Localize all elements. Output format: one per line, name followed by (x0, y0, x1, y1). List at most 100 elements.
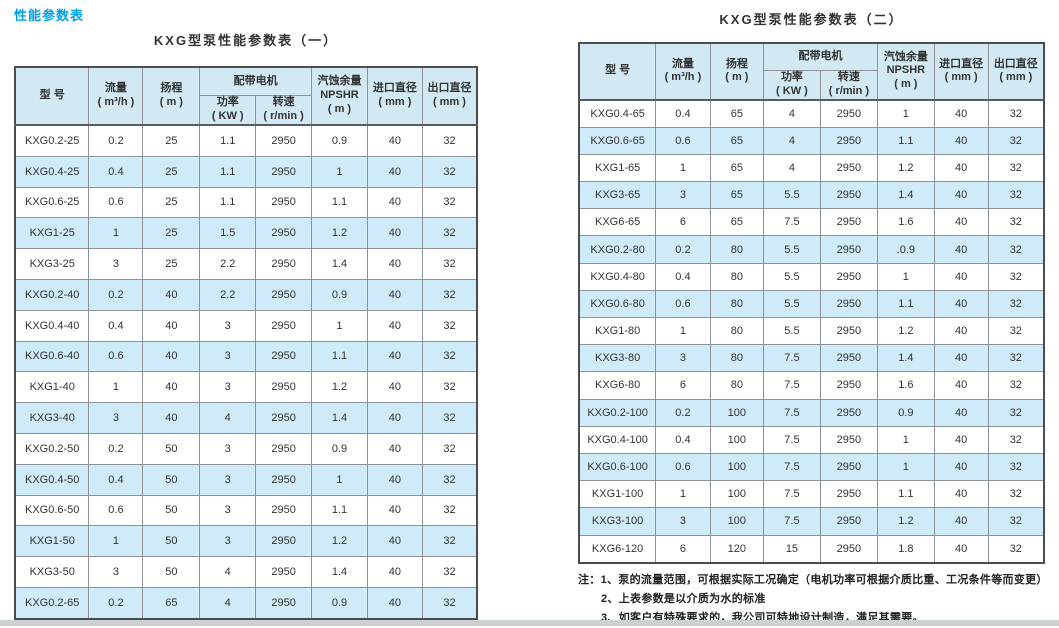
model-cell: KXG6-65 (578, 208, 657, 237)
model-cell: KXG3-40 (14, 402, 90, 434)
value-cell: 2950 (255, 155, 313, 188)
value-cell: 1 (311, 155, 368, 188)
value-cell: 7.5 (763, 344, 821, 373)
value-cell: 50 (142, 432, 201, 465)
table-row: KXG0.2-25 0.2 25 1.1 2950 0.9 40 32 (14, 124, 478, 157)
col-header-inlet: 进口直径( mm ) (933, 42, 989, 101)
value-cell: 32 (987, 452, 1045, 482)
table-row: KXG0.4-50 0.4 50 3 2950 1 40 32 (14, 463, 478, 496)
value-cell: .0.9 (876, 235, 935, 264)
note-line-2: 2、上表参数是以介质为水的标准 (578, 590, 1052, 609)
value-cell: 32 (987, 507, 1045, 536)
table-row: KXG3-25 3 25 2.2 2950 1.4 40 32 (14, 248, 478, 280)
value-cell: 3 (199, 494, 257, 527)
table-row: KXG0.6-100 0.6 100 7.5 2950 1 40 32 (578, 452, 1045, 482)
value-cell: 3 (655, 507, 711, 536)
value-cell: 32 (421, 186, 478, 219)
value-cell: 7.5 (763, 398, 821, 427)
value-cell: 2950 (819, 398, 878, 427)
value-cell: 1.1 (876, 480, 935, 509)
model-cell: KXG0.6-50 (14, 494, 90, 527)
model-cell: KXG0.4-25 (14, 155, 90, 188)
value-cell: 50 (142, 463, 201, 496)
value-cell: 40 (366, 124, 423, 157)
value-cell: 0.2 (655, 235, 711, 264)
model-cell: KXG6-80 (578, 371, 657, 400)
value-cell: 40 (142, 402, 201, 434)
value-cell: 0.4 (655, 262, 711, 291)
value-cell: 3 (199, 340, 257, 373)
col-header-model: 型 号 (578, 42, 657, 101)
value-cell: 40 (933, 452, 989, 482)
value-cell: 2950 (819, 289, 878, 319)
value-cell: 32 (987, 316, 1045, 346)
value-cell: 32 (421, 155, 478, 188)
value-cell: 2950 (819, 452, 878, 482)
value-cell: 32 (421, 586, 478, 620)
value-cell: 2950 (819, 208, 878, 237)
value-cell: 100 (709, 507, 765, 536)
value-cell: 1.2 (311, 371, 368, 404)
value-cell: 1.4 (311, 402, 368, 434)
value-cell: 32 (421, 309, 478, 342)
value-cell: 32 (987, 480, 1045, 509)
value-cell: 32 (421, 494, 478, 527)
col-header-outlet: 出口直径( mm ) (421, 66, 478, 126)
col-header-inlet: 进口直径( mm ) (366, 66, 423, 126)
value-cell: 1.1 (876, 126, 935, 155)
table-row: KXG3-50 3 50 4 2950 1.4 40 32 (14, 556, 478, 588)
value-cell: 65 (709, 126, 765, 155)
value-cell: 2950 (819, 534, 878, 564)
value-cell: 2.2 (199, 248, 257, 280)
value-cell: 32 (987, 344, 1045, 373)
model-cell: KXG1-100 (578, 480, 657, 509)
table2-body: KXG0.4-65 0.4 65 4 2950 1 40 32 KXG0.6-65 0.6 65 4 2… (578, 99, 1045, 564)
value-cell: 1.4 (876, 344, 935, 373)
value-cell: 40 (933, 153, 989, 183)
value-cell: 80 (709, 344, 765, 373)
table-row: KXG3-65 3 65 5.5 2950 1.4 40 32 (578, 181, 1045, 210)
table2: 型 号 流量( m³/h ) 扬程( m ) 配带电机 汽蚀余量 NPSHR( m… (578, 42, 1045, 564)
value-cell: 40 (933, 425, 989, 454)
value-cell: 5.5 (763, 262, 821, 291)
value-cell: 6 (655, 534, 711, 564)
value-cell: 1.1 (876, 289, 935, 319)
value-cell: 40 (366, 309, 423, 342)
value-cell: 32 (421, 217, 478, 250)
model-cell: KXG0.2-100 (578, 398, 657, 427)
value-cell: 0.9 (311, 432, 368, 465)
value-cell: 80 (709, 262, 765, 291)
value-cell: 2950 (819, 181, 878, 210)
table-row: KXG0.4-25 0.4 25 1.1 2950 1 40 32 (14, 155, 478, 188)
value-cell: 1.5 (199, 217, 257, 250)
col-header-head: 扬程( m ) (709, 42, 765, 101)
table1-header: 型 号 流量( m³/h ) 扬程( m ) 配带电机 汽蚀余量 NPSHR( m… (14, 66, 478, 126)
value-cell: 25 (142, 217, 201, 250)
table-row: KXG0.4-80 0.4 80 5.5 2950 1 40 32 (578, 262, 1045, 291)
value-cell: 7.5 (763, 452, 821, 482)
value-cell: 3 (88, 248, 144, 280)
value-cell: 7.5 (763, 480, 821, 509)
value-cell: 1 (311, 309, 368, 342)
value-cell: 40 (366, 217, 423, 250)
value-cell: 40 (366, 494, 423, 527)
value-cell: 32 (987, 425, 1045, 454)
col-header-head: 扬程( m ) (142, 66, 201, 126)
page-edge-strip (0, 620, 1059, 626)
value-cell: 40 (366, 186, 423, 219)
model-cell: KXG1-40 (14, 371, 90, 404)
model-cell: KXG0.2-25 (14, 124, 90, 157)
value-cell: 100 (709, 480, 765, 509)
model-cell: KXG1-25 (14, 217, 90, 250)
value-cell: 1.8 (876, 534, 935, 564)
value-cell: 0.6 (88, 340, 144, 373)
value-cell: 2950 (819, 371, 878, 400)
value-cell: 1.6 (876, 208, 935, 237)
value-cell: 3 (199, 463, 257, 496)
value-cell: 2950 (255, 186, 313, 219)
model-cell: KXG0.6-80 (578, 289, 657, 319)
col-header-flow: 流量( m³/h ) (88, 66, 144, 126)
note-text: 2、上表参数是以介质为水的标准 (601, 593, 766, 605)
table-row: KXG0.2-65 0.2 65 4 2950 0.9 40 32 (14, 586, 478, 620)
value-cell: 32 (421, 432, 478, 465)
